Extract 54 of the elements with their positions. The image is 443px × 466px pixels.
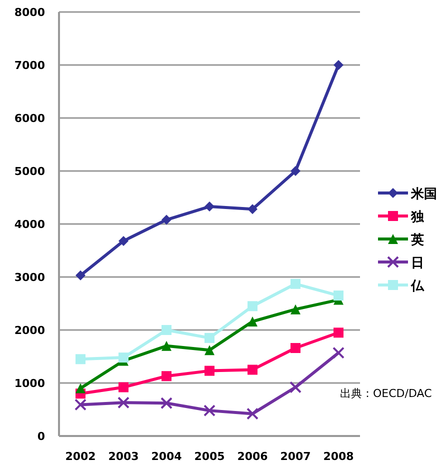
legend-label: 米国 [410,187,437,202]
y-tick-label: 7000 [14,59,46,72]
y-tick-label: 4000 [14,218,46,231]
point [334,60,344,70]
annotation: 出典：OECD/DAC [340,387,432,400]
point [290,166,300,176]
point [332,346,344,359]
x-tick-label: 2002 [65,450,96,463]
point [160,397,172,410]
legend-label: 仏 [410,279,425,294]
point [204,332,214,343]
x-tick-label: 2007 [280,450,311,463]
point [248,364,258,375]
x-tick-label: 2005 [194,450,225,463]
point [162,214,172,225]
point [76,354,86,364]
point [204,202,214,212]
point [118,396,130,409]
point [162,325,172,335]
legend-label: 日 [411,256,424,271]
point [118,382,128,392]
point [246,408,258,420]
x-tick-label: 2004 [151,450,182,463]
point [248,316,258,327]
legend-label: 独 [410,210,425,225]
y-tick-label: 8000 [14,6,46,19]
y-tick-label: 0 [37,430,46,443]
point [162,371,172,382]
point [76,270,86,280]
point [290,278,300,289]
point [290,343,300,354]
point [118,352,128,363]
point [162,340,172,351]
point [248,204,258,214]
point [248,301,258,312]
x-tick-label: 2008 [323,450,354,463]
point [290,381,302,394]
point [334,290,344,301]
point [290,304,300,314]
point [204,366,214,376]
x-tick-label: 2006 [237,450,268,463]
legend-label: 英 [410,233,424,248]
y-tick-label: 1000 [14,377,46,390]
point [334,328,344,338]
y-tick-label: 3000 [14,271,46,284]
y-tick-label: 2000 [14,324,46,337]
point [118,236,128,246]
y-tick-label: 5000 [14,165,46,178]
x-tick-label: 2003 [108,450,139,463]
point [204,345,214,356]
point [74,398,86,411]
point [76,383,86,394]
point [204,404,216,417]
y-tick-label: 6000 [14,112,46,125]
